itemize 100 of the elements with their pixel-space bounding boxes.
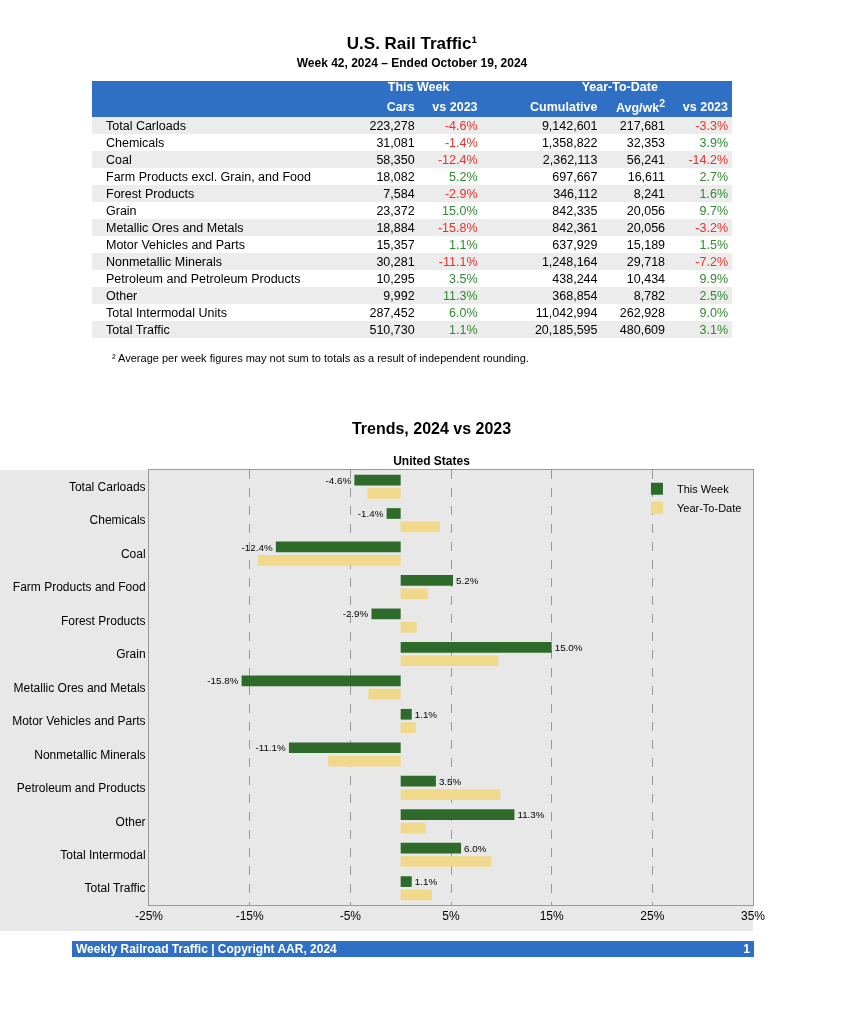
bar [400,722,416,734]
data-label: -2.9% [342,608,369,620]
bar [400,822,426,834]
data-label: 5.2% [449,169,478,184]
bar [400,655,499,667]
data-label: 2.7% [699,169,728,184]
text: Year-To-Date [580,79,659,96]
y-tick-label: Metallic Ores and Metals [13,680,146,695]
data-label: 23,372 [376,203,415,218]
x-tick-label: -5% [339,909,362,924]
data-label: 15,189 [626,237,666,252]
data-label: 223,278 [369,118,415,133]
data-label: 58,350 [376,152,415,167]
text: vs 2023 [431,98,479,116]
data-label: 20,056 [626,220,666,235]
data-label: 11.3% [443,288,478,303]
bar [257,554,401,566]
data-label: -1.4% [357,508,384,520]
series-label: Cars [385,98,416,116]
data-label: 15,357 [376,237,415,252]
bar [400,876,412,887]
data-label: 5.2% [456,574,479,586]
x-tick-label: 25% [640,909,665,924]
data-label: 32,353 [626,135,666,150]
category-label: Motor Vehicles and Parts [105,236,246,254]
data-label: 510,730 [369,322,415,337]
data-label: 9.0% [699,305,728,320]
data-label: 842,335 [552,203,598,218]
y-tick-label: Coal [120,546,146,561]
data-label: 16,611 [627,169,666,184]
bar [400,889,432,901]
text: ² Average per week figures may not sum to totals as a result of independent rounding. [112,352,530,365]
data-label: 6.0% [449,305,478,320]
data-label: 1.1% [414,708,438,720]
data-label: 9,142,601 [541,118,598,133]
data-label: 368,854 [552,288,598,303]
data-label: 1.1% [414,876,438,888]
data-label: 1.1% [449,322,478,337]
data-label: 1,358,822 [541,135,598,150]
text: This Week [386,79,451,96]
y-tick-label: Nonmetallic Minerals [34,747,146,762]
data-label: 3.9% [699,135,728,150]
category-label: Forest Products [105,185,196,203]
data-label: 8,782 [633,288,666,303]
data-label: 20,185,595 [534,322,598,337]
data-label: -15.8% [437,220,478,235]
data-label: 10,434 [626,271,666,286]
x-tick-label: 35% [740,909,766,924]
data-label: -14.2% [688,152,728,167]
data-label: -15.8% [207,675,239,687]
data-label: 31,081 [376,135,415,150]
x-tick-label: -25% [134,909,164,924]
data-label: 7,584 [383,186,415,201]
y-tick-label: Grain [116,647,146,662]
data-label: 1.6% [699,186,728,201]
y-tick-label: Forest Products [60,613,146,628]
legend-label: Year-To-Date [676,502,742,515]
text: Week 42, 2024 – Ended October 19, 2024 [295,56,529,70]
category-label: Farm Products excl. Grain, and Food [105,168,312,186]
data-label: 637,929 [552,237,598,252]
data-label: 842,361 [552,220,598,235]
data-label: 217,681 [619,118,666,133]
bar [400,575,454,586]
data-label: 697,667 [552,169,598,184]
data-label: -4.6% [444,118,478,133]
y-tick-label: Total Traffic [84,881,146,896]
data-label: 15.0% [442,203,478,218]
data-label: 3.1% [699,322,728,337]
x-tick-label: 15% [539,909,564,924]
category-label: Petroleum and Petroleum Products [105,270,302,288]
data-label: -1.4% [444,135,478,150]
bar [400,775,436,787]
data-label: 3.5% [449,271,478,286]
data-label: -3.3% [695,118,728,133]
data-label: 9.9% [699,271,728,286]
bar [371,608,401,620]
data-label: 6.0% [464,842,487,854]
y-tick-label: Chemicals [89,513,146,528]
bar [354,474,401,486]
category-label: Metallic Ores and Metals [105,219,245,237]
y-tick-label: Motor Vehicles and Parts [12,714,146,729]
text: vs 2023 [681,98,729,116]
data-label: 262,928 [619,305,666,320]
data-label: 29,718 [626,254,666,269]
text: 1 [743,942,750,956]
data-label: 18,884 [376,220,415,235]
category-label: Total Carloads [105,117,187,135]
data-label: 10,295 [376,271,415,286]
bar [328,755,401,767]
data-label: 56,241 [626,152,666,167]
y-tick-label: Farm Products and Food [12,580,146,595]
data-label: 8,241 [633,186,666,201]
data-label: 480,609 [619,322,666,337]
chart-subtitle: United States [393,453,471,468]
bar [400,588,428,600]
bar [400,521,440,533]
text: Weekly Railroad Traffic | Copyright AAR, 2024 [76,942,337,956]
data-label: 20,056 [626,203,666,218]
data-label: 11.3% [517,809,545,821]
category-label: Nonmetallic Minerals [105,253,223,271]
